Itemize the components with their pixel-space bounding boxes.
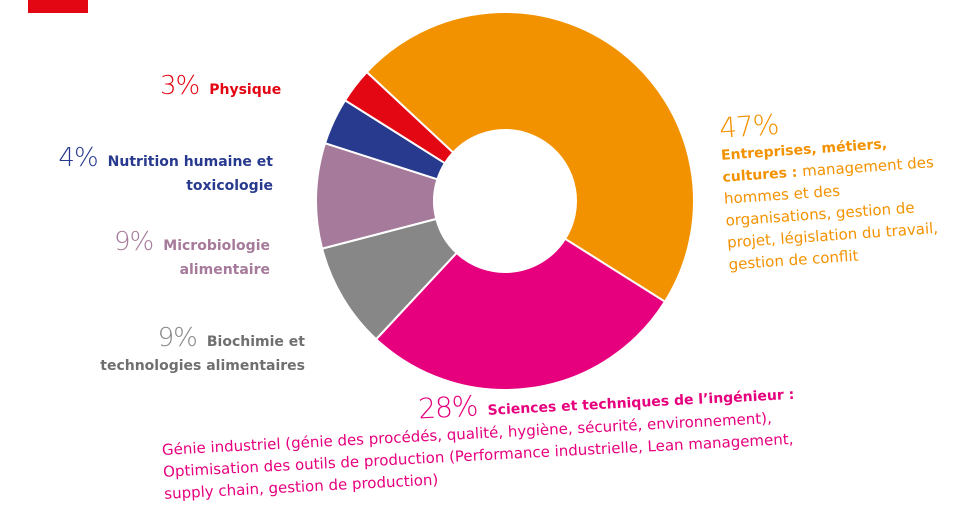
category-label: Biochimie et technologies alimentaires bbox=[100, 334, 305, 374]
slice bbox=[343, 70, 455, 165]
value-label: 9% bbox=[157, 323, 198, 353]
label-microbiologie: 9% Microbiologie alimentaire bbox=[93, 227, 270, 282]
slice bbox=[365, 11, 695, 304]
value-label: 4% bbox=[58, 143, 98, 173]
value-label: 9% bbox=[114, 227, 154, 257]
label-biochimie: 9% Biochimie et technologies alimentaires bbox=[60, 323, 305, 378]
donut bbox=[315, 11, 695, 391]
accent-bar bbox=[28, 0, 88, 13]
slice bbox=[374, 237, 667, 391]
category-label: Nutrition humaine et toxicologie bbox=[107, 154, 273, 194]
category-label: Physique bbox=[209, 82, 282, 98]
value-label: 3% bbox=[160, 71, 200, 101]
label-physique: 3% Physique bbox=[160, 71, 282, 102]
value-label: 28% bbox=[417, 389, 479, 426]
label-entreprises: 47% Entreprises, métiers, cultures : mana… bbox=[718, 96, 954, 276]
category-label: Microbiologie alimentaire bbox=[163, 238, 270, 278]
label-nutrition: 4% Nutrition humaine et toxicologie bbox=[5, 143, 273, 198]
